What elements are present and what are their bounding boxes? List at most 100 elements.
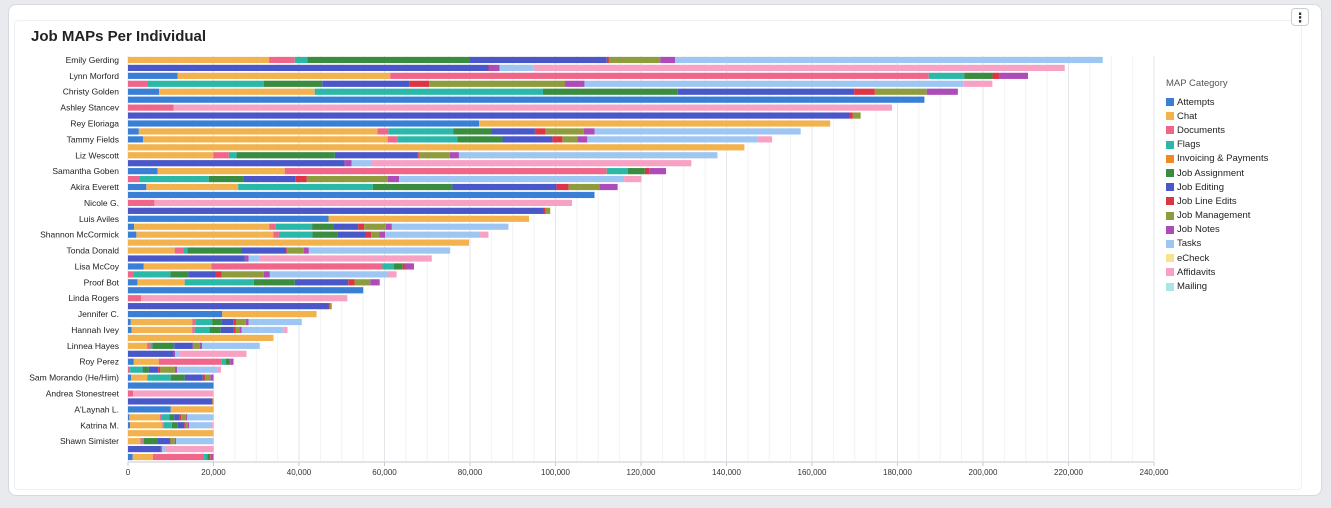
bar-segment-job-management[interactable] (235, 326, 240, 334)
bar-segment-tasks[interactable] (187, 414, 214, 421)
bar-segment-job-notes[interactable] (161, 445, 162, 453)
bar-segment-attempts[interactable] (128, 72, 178, 79)
legend-item[interactable]: Mailing (1166, 279, 1268, 293)
bar-segment-job-management[interactable] (185, 422, 188, 429)
bar-segment-job-editing[interactable] (502, 136, 553, 143)
bar-segment-flags[interactable] (134, 271, 171, 278)
bar-segment-job-assignment[interactable] (226, 358, 230, 365)
bar-segment-job-editing[interactable] (177, 422, 185, 429)
bar-segment-flags[interactable] (147, 80, 264, 87)
bar-segment-chat[interactable] (128, 56, 270, 64)
bar-segment-affidavits[interactable] (757, 136, 773, 143)
legend-item[interactable]: Job Management (1166, 209, 1268, 223)
legend-item[interactable]: Job Notes (1166, 223, 1268, 237)
bar-segment-attempts[interactable] (128, 414, 130, 421)
bar-segment-chat[interactable] (128, 152, 214, 159)
bar-segment-job-notes[interactable] (174, 366, 178, 373)
bar-segment-job-line-edits[interactable] (992, 72, 1000, 79)
bar-segment-job-assignment[interactable] (236, 152, 335, 159)
bar-segment-attempts[interactable] (128, 183, 147, 191)
bar-segment-chat[interactable] (131, 326, 193, 334)
bar-segment-affidavits[interactable] (179, 350, 247, 357)
bar-segment-flags[interactable] (382, 263, 394, 270)
bar-segment-job-management[interactable] (852, 112, 861, 119)
bar-segment-documents[interactable] (273, 231, 279, 238)
bar-segment-tasks[interactable] (594, 128, 801, 135)
bar-segment-chat[interactable] (137, 279, 185, 286)
bar-segment-job-notes[interactable] (345, 160, 352, 167)
bar-segment-job-assignment[interactable] (627, 168, 645, 175)
bar-segment-job-line-edits[interactable] (229, 358, 231, 365)
bar-segment-attempts[interactable] (128, 168, 158, 175)
bar-segment-documents[interactable] (269, 223, 276, 230)
bar-segment-job-notes[interactable] (303, 247, 309, 254)
bar-segment-job-management[interactable] (354, 279, 371, 286)
bar-segment-documents[interactable] (159, 414, 162, 421)
bar-segment-job-assignment[interactable] (187, 247, 242, 254)
bar-segment-job-notes[interactable] (404, 263, 414, 270)
bar-segment-tasks[interactable] (308, 247, 451, 254)
bar-segment-job-assignment[interactable] (307, 56, 470, 64)
bar-segment-job-assignment[interactable] (152, 342, 175, 349)
bar-segment-job-line-edits[interactable] (202, 374, 205, 381)
bar-segment-chat[interactable] (479, 120, 831, 127)
bar-segment-job-management[interactable] (329, 303, 332, 310)
bar-segment-flags[interactable] (139, 175, 209, 183)
bar-segment-documents[interactable] (192, 326, 195, 334)
bar-segment-job-notes[interactable] (173, 350, 176, 357)
bar-segment-attempts[interactable] (128, 263, 144, 270)
bar-segment-documents[interactable] (174, 247, 184, 254)
bar-segment-chat[interactable] (128, 239, 470, 246)
bar-segment-job-notes[interactable] (489, 64, 500, 72)
bar-segment-tasks[interactable] (248, 255, 260, 262)
bar-segment-flags[interactable] (221, 358, 227, 365)
bar-segment-job-editing[interactable] (174, 414, 180, 421)
bar-segment-attempts[interactable] (128, 287, 364, 294)
bar-segment-tasks[interactable] (248, 318, 302, 326)
bar-segment-job-management[interactable] (204, 374, 211, 381)
bar-segment-documents[interactable] (128, 295, 142, 302)
bar-segment-job-line-edits[interactable] (286, 247, 287, 254)
bar-segment-job-assignment[interactable] (209, 326, 221, 334)
bar-segment-job-line-edits[interactable] (409, 80, 430, 87)
bar-segment-job-assignment[interactable] (253, 279, 295, 286)
bar-segment-job-notes[interactable] (565, 80, 585, 87)
bar-segment-documents[interactable] (128, 199, 155, 207)
bar-segment-flags[interactable] (183, 247, 188, 254)
bar-segment-job-line-edits[interactable] (488, 64, 490, 72)
legend-item[interactable]: Tasks (1166, 237, 1268, 251)
bar-segment-attempts[interactable] (128, 374, 132, 381)
bar-segment-chat[interactable] (129, 422, 163, 429)
bar-segment-attempts[interactable] (128, 318, 131, 326)
bar-segment-job-editing[interactable] (128, 207, 544, 214)
bar-segment-flags[interactable] (184, 279, 254, 286)
bar-segment-job-line-edits[interactable] (552, 136, 563, 143)
bar-segment-affidavits[interactable] (533, 64, 1065, 72)
bar-segment-job-editing[interactable] (184, 374, 203, 381)
bar-segment-job-line-edits[interactable] (233, 318, 236, 326)
bar-segment-flags[interactable] (142, 438, 144, 445)
bar-segment-job-management[interactable] (212, 398, 214, 405)
bar-segment-job-editing[interactable] (452, 183, 557, 191)
bar-segment-chat[interactable] (128, 144, 745, 151)
bar-segment-attempts[interactable] (128, 231, 137, 238)
bar-segment-job-editing[interactable] (174, 342, 193, 349)
bar-segment-job-management[interactable] (160, 366, 175, 373)
bar-segment-tasks[interactable] (201, 342, 260, 349)
bar-segment-job-editing[interactable] (243, 175, 296, 183)
bar-segment-documents[interactable] (390, 72, 929, 79)
bar-segment-job-management[interactable] (545, 207, 551, 214)
bar-segment-attempts[interactable] (128, 326, 132, 334)
bar-segment-job-notes[interactable] (199, 342, 202, 349)
bar-segment-affidavits[interactable] (372, 160, 692, 167)
bar-segment-job-management[interactable] (874, 88, 927, 95)
bar-segment-documents[interactable] (387, 136, 398, 143)
bar-segment-job-line-edits[interactable] (534, 128, 546, 135)
bar-segment-job-notes[interactable] (239, 326, 242, 334)
bar-segment-chat[interactable] (170, 406, 214, 413)
bar-segment-job-notes[interactable] (370, 279, 380, 286)
bar-segment-job-management[interactable] (562, 136, 578, 143)
bar-segment-attempts[interactable] (128, 96, 925, 103)
bar-segment-job-notes[interactable] (245, 318, 249, 326)
bar-segment-job-management[interactable] (181, 414, 186, 421)
